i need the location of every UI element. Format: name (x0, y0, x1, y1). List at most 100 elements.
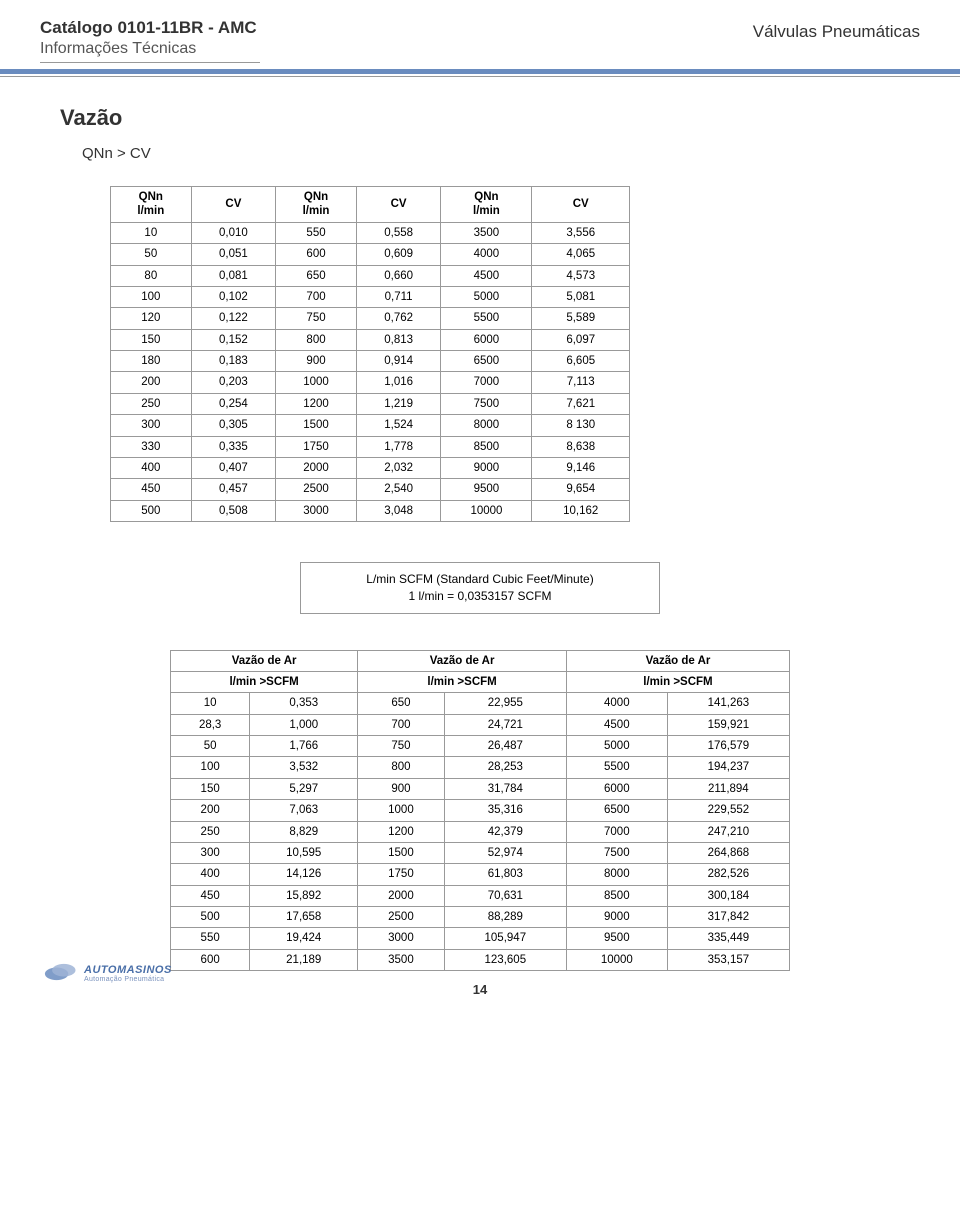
table-cell: 800 (276, 329, 357, 350)
table-cell: 52,974 (444, 842, 566, 863)
table-cell: 335,449 (667, 928, 789, 949)
table-cell: 300 (111, 415, 192, 436)
table-cell: 6500 (566, 800, 667, 821)
table-cell: 24,721 (444, 714, 566, 735)
col-subheader: l/min >SCFM (171, 671, 358, 692)
table-cell: 35,316 (444, 800, 566, 821)
table-cell: 7,113 (532, 372, 630, 393)
table-row: 501,76675026,4875000176,579 (171, 736, 790, 757)
header-left: Catálogo 0101-11BR - AMC Informações Téc… (40, 18, 260, 63)
table-cell: 1750 (358, 864, 444, 885)
table-cell: 4,065 (532, 244, 630, 265)
table-cell: 2500 (276, 479, 357, 500)
table-cell: 0,813 (356, 329, 441, 350)
table-row: 1200,1227500,76255005,589 (111, 308, 630, 329)
table-cell: 750 (358, 736, 444, 757)
table-cell: 10 (171, 693, 250, 714)
table-cell: 0,335 (191, 436, 276, 457)
table-cell: 8,638 (532, 436, 630, 457)
table-cell: 0,711 (356, 286, 441, 307)
col-subheader: l/min >SCFM (566, 671, 789, 692)
table-cell: 4000 (566, 693, 667, 714)
col-header: QNnl/min (276, 187, 357, 223)
table-row: 3300,33517501,77885008,638 (111, 436, 630, 457)
table-row: 500,0516000,60940004,065 (111, 244, 630, 265)
table-cell: 250 (171, 821, 250, 842)
table-cell: 8000 (441, 415, 532, 436)
table-cell: 5,297 (250, 778, 358, 799)
table-row: 100,35365022,9554000141,263 (171, 693, 790, 714)
table-cell: 31,784 (444, 778, 566, 799)
table-cell: 61,803 (444, 864, 566, 885)
table-cell: 0,203 (191, 372, 276, 393)
table-cell: 600 (276, 244, 357, 265)
table-cell: 450 (111, 479, 192, 500)
table-row: 100,0105500,55835003,556 (111, 222, 630, 243)
table-cell: 1500 (358, 842, 444, 863)
table-cell: 317,842 (667, 907, 789, 928)
table-cell: 550 (171, 928, 250, 949)
table-cell: 0,407 (191, 457, 276, 478)
table-cell: 123,605 (444, 949, 566, 970)
table-cell: 247,210 (667, 821, 789, 842)
table-cell: 7,621 (532, 393, 630, 414)
col-header: Vazão de Ar (171, 650, 358, 671)
table-cell: 330 (111, 436, 192, 457)
table-cell: 80 (111, 265, 192, 286)
table-cell: 1750 (276, 436, 357, 457)
table-cell: 4000 (441, 244, 532, 265)
table-cell: 176,579 (667, 736, 789, 757)
conversion-line2: 1 l/min = 0,0353157 SCFM (313, 588, 647, 605)
table-row: 1505,29790031,7846000211,894 (171, 778, 790, 799)
table-cell: 42,379 (444, 821, 566, 842)
table-cell: 150 (171, 778, 250, 799)
table-cell: 0,762 (356, 308, 441, 329)
col-header: Vazão de Ar (566, 650, 789, 671)
table-cell: 100 (171, 757, 250, 778)
table-cell: 159,921 (667, 714, 789, 735)
table-cell: 5500 (566, 757, 667, 778)
table-cell: 0,102 (191, 286, 276, 307)
table-cell: 0,353 (250, 693, 358, 714)
table-cell: 3000 (276, 500, 357, 521)
table-cell: 8000 (566, 864, 667, 885)
air-flow-scfm-table: Vazão de Ar Vazão de Ar Vazão de Ar l/mi… (170, 650, 790, 972)
table-cell: 211,894 (667, 778, 789, 799)
table-cell: 6500 (441, 351, 532, 372)
table-cell: 200 (111, 372, 192, 393)
col-subheader: l/min >SCFM (358, 671, 567, 692)
table-cell: 0,010 (191, 222, 276, 243)
table-cell: 0,457 (191, 479, 276, 500)
page-header: Catálogo 0101-11BR - AMC Informações Téc… (0, 0, 960, 63)
table-cell: 0,051 (191, 244, 276, 265)
table-cell: 10000 (441, 500, 532, 521)
table-cell: 282,526 (667, 864, 789, 885)
table-cell: 8 130 (532, 415, 630, 436)
section-title: Vazão (60, 105, 900, 131)
content-area: Vazão QNn > CV QNnl/min CV QNnl/min CV Q… (0, 77, 960, 1011)
table-row: 4500,45725002,54095009,654 (111, 479, 630, 500)
table-cell: 400 (171, 864, 250, 885)
table-cell: 5,081 (532, 286, 630, 307)
table-cell: 7500 (441, 393, 532, 414)
table-cell: 650 (276, 265, 357, 286)
table-cell: 6000 (566, 778, 667, 799)
accent-rule (0, 69, 960, 74)
table-cell: 1000 (276, 372, 357, 393)
table-cell: 8500 (566, 885, 667, 906)
table-cell: 3,556 (532, 222, 630, 243)
table-row: 28,31,00070024,7214500159,921 (171, 714, 790, 735)
table-head: QNnl/min CV QNnl/min CV QNnl/min CV (111, 187, 630, 223)
table-cell: 264,868 (667, 842, 789, 863)
table-cell: 450 (171, 885, 250, 906)
flow-cv-table: QNnl/min CV QNnl/min CV QNnl/min CV 100,… (110, 186, 630, 522)
table-cell: 3000 (358, 928, 444, 949)
table-cell: 0,660 (356, 265, 441, 286)
header-right-label: Válvulas Pneumáticas (753, 18, 920, 42)
table-cell: 5,589 (532, 308, 630, 329)
table-cell: 5500 (441, 308, 532, 329)
table-cell: 6000 (441, 329, 532, 350)
table-row: 2000,20310001,01670007,113 (111, 372, 630, 393)
table-cell: 8,829 (250, 821, 358, 842)
logo-text: AUTOMASINOS (84, 965, 172, 976)
